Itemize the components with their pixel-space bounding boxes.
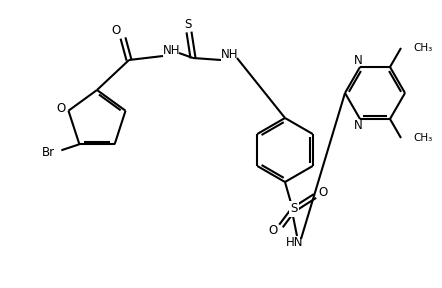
Text: NH: NH: [221, 48, 239, 62]
Text: S: S: [290, 202, 298, 215]
Text: Br: Br: [42, 146, 55, 159]
Text: CH₃: CH₃: [413, 43, 432, 53]
Text: N: N: [354, 120, 362, 132]
Text: O: O: [57, 102, 66, 115]
Text: N: N: [354, 54, 362, 67]
Text: O: O: [318, 185, 328, 198]
Text: O: O: [268, 223, 278, 236]
Text: S: S: [184, 18, 192, 31]
Text: NH: NH: [163, 45, 181, 58]
Text: O: O: [111, 24, 121, 37]
Text: HN: HN: [286, 236, 304, 249]
Text: CH₃: CH₃: [413, 133, 432, 143]
